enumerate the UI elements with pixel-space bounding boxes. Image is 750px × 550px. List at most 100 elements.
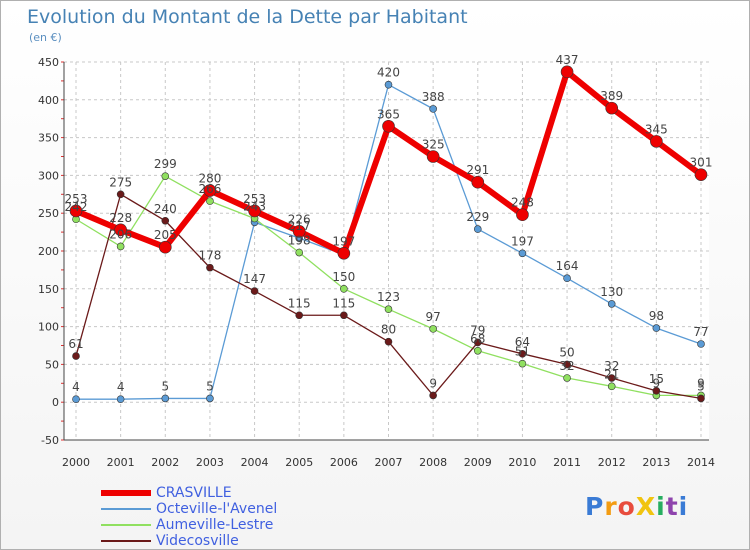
data-label: 325 <box>422 138 445 152</box>
data-point <box>429 391 437 400</box>
y-tick-label: 150 <box>38 283 59 296</box>
data-point <box>72 352 80 360</box>
data-point <box>206 263 214 272</box>
data-label: 79 <box>470 323 485 337</box>
y-tick-label: 400 <box>38 94 59 107</box>
data-label: 437 <box>556 53 579 67</box>
data-point <box>697 394 705 403</box>
data-label: 9 <box>653 376 661 390</box>
data-point <box>250 287 259 295</box>
data-label: 61 <box>68 337 83 351</box>
data-point <box>518 350 527 358</box>
data-label: 389 <box>600 89 623 103</box>
logo-letter: P <box>585 492 605 521</box>
x-tick-label: 2003 <box>196 456 224 469</box>
data-label: 32 <box>559 359 574 373</box>
data-label: 253 <box>65 192 88 206</box>
data-point <box>114 223 127 237</box>
data-point <box>72 395 80 403</box>
data-point <box>563 374 571 382</box>
data-label: 226 <box>288 212 311 226</box>
y-tick-label: 50 <box>45 358 59 371</box>
data-point <box>607 300 616 308</box>
data-point <box>158 240 172 254</box>
data-point <box>340 284 348 293</box>
legend-label: CRASVILLE <box>156 485 232 501</box>
data-point <box>429 325 437 333</box>
data-point <box>116 395 125 403</box>
proxiti-logo: ProXiti <box>585 492 688 521</box>
data-point <box>384 337 393 346</box>
legend-label: Octeville-l'Avenel <box>156 501 278 517</box>
data-label: 198 <box>288 234 311 248</box>
x-tick-label: 2004 <box>241 456 269 469</box>
data-label: 420 <box>377 66 400 80</box>
chart-title: Evolution du Montant de la Dette par Hab… <box>27 6 468 28</box>
x-tick-label: 2014 <box>687 456 715 469</box>
data-point <box>563 360 571 369</box>
data-point <box>382 119 395 133</box>
data-point <box>471 175 485 189</box>
data-label: 243 <box>243 199 266 213</box>
data-point <box>248 204 261 218</box>
data-point <box>697 340 705 348</box>
data-label: 240 <box>154 202 177 216</box>
data-label: 68 <box>470 332 485 346</box>
data-label: 299 <box>154 157 177 171</box>
data-label: 275 <box>109 175 132 189</box>
data-label: 280 <box>198 172 221 186</box>
data-point <box>384 305 393 314</box>
data-label: 4 <box>72 380 80 394</box>
data-point <box>560 65 574 79</box>
data-point <box>605 101 619 115</box>
x-tick-label: 2011 <box>553 456 581 469</box>
data-label: 9 <box>429 376 437 390</box>
y-tick-label: 300 <box>38 169 59 182</box>
data-point <box>473 338 482 347</box>
data-label: 51 <box>515 345 530 359</box>
y-tick-label: 0 <box>52 396 59 409</box>
data-point <box>206 197 214 205</box>
data-label: 388 <box>422 90 445 104</box>
data-label: 178 <box>198 249 221 263</box>
x-tick-label: 2010 <box>508 456 536 469</box>
data-point <box>206 394 214 403</box>
x-tick-label: 2007 <box>375 456 403 469</box>
legend-label: Aumeville-Lestre <box>156 517 274 533</box>
data-point <box>161 394 170 403</box>
data-label: 9 <box>697 376 705 390</box>
data-label: 50 <box>559 345 574 359</box>
x-tick-label: 2006 <box>330 456 358 469</box>
data-label: 147 <box>243 272 266 286</box>
x-tick-label: 2005 <box>285 456 313 469</box>
data-label: 80 <box>381 323 396 337</box>
data-point <box>607 382 616 391</box>
x-tick-label: 2001 <box>107 456 135 469</box>
logo-letter: r <box>604 492 618 521</box>
logo-letter: i <box>678 492 689 521</box>
legend-swatch <box>101 508 151 510</box>
data-label: 164 <box>556 259 579 273</box>
data-label: 365 <box>377 107 400 121</box>
data-point <box>69 204 83 218</box>
data-label: 123 <box>377 290 400 304</box>
y-tick-label: 100 <box>38 321 59 334</box>
data-point <box>426 150 440 163</box>
x-tick-label: 2008 <box>419 456 447 469</box>
data-label: 97 <box>426 310 441 324</box>
data-label: 229 <box>466 210 489 224</box>
data-label: 5 <box>206 379 214 393</box>
x-tick-label: 2002 <box>151 456 179 469</box>
data-label: 206 <box>109 227 132 241</box>
data-point <box>607 374 616 382</box>
data-label: 115 <box>332 296 355 310</box>
data-point <box>340 311 348 320</box>
data-label: 228 <box>109 211 132 225</box>
data-point <box>116 190 125 199</box>
data-label: 5 <box>161 379 169 393</box>
data-point <box>518 249 527 258</box>
data-point <box>292 225 306 238</box>
x-tick-label: 2000 <box>62 456 90 469</box>
